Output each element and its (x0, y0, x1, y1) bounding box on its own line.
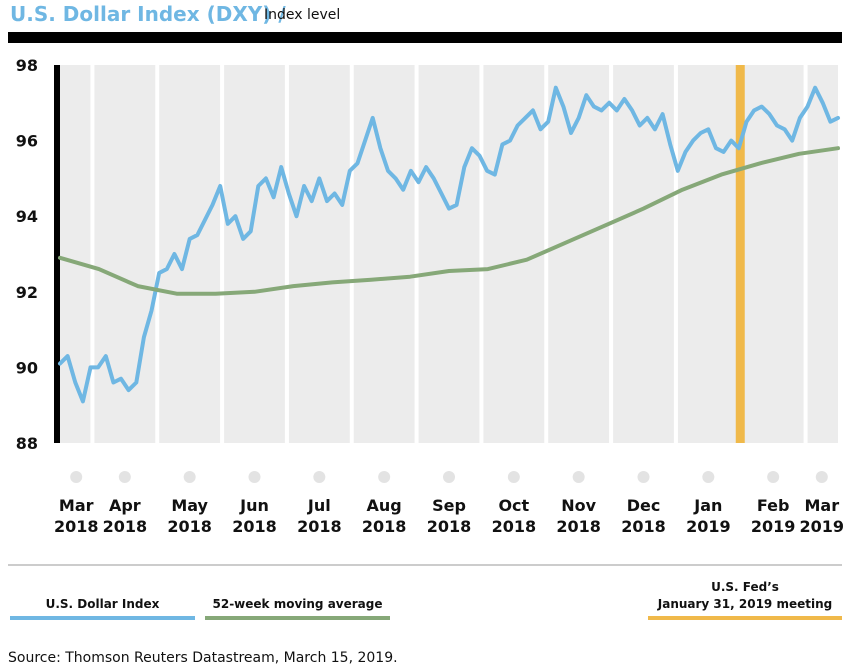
y-tick-label: 98 (16, 56, 38, 75)
x-tick-label: Jun 2018 (232, 496, 277, 536)
legend-label: U.S. Dollar Index (45, 597, 160, 611)
x-tick-label: Aug 2018 (361, 496, 407, 536)
y-tick-label: 96 (16, 132, 38, 151)
month-band (94, 65, 156, 443)
y-tick-label: 92 (16, 283, 38, 302)
series-line (58, 85, 840, 404)
month-band (677, 65, 739, 443)
month-band (159, 65, 221, 443)
x-tick-label: Nov 2018 (556, 496, 601, 536)
x-tick-label: Oct 2018 (491, 496, 537, 536)
x-tick-label: Apr 2018 (102, 496, 148, 536)
x-tick-label: Sep 2018 (426, 496, 472, 536)
month-dot (118, 471, 131, 483)
source: Source: Thomson Reuters Datastream, Marc… (8, 650, 398, 666)
month-dot (248, 471, 261, 483)
month-dot (815, 471, 828, 483)
month-band (483, 65, 545, 443)
month-dot (507, 471, 520, 483)
month-dot (378, 471, 391, 483)
month-dot (767, 471, 780, 483)
y-tick-label: 88 (16, 434, 38, 453)
month-dot (183, 471, 196, 483)
month-dot (702, 471, 715, 483)
month-band (807, 65, 838, 443)
month-band (224, 65, 285, 443)
title-bar (8, 32, 842, 43)
month-band (742, 65, 804, 443)
month-band (548, 65, 610, 443)
month-dot (572, 471, 585, 483)
series-line (58, 146, 840, 296)
x-tick-label: Mar 2019 (799, 496, 845, 536)
month-band (288, 65, 350, 443)
month-band (418, 65, 480, 443)
chart-title: U.S. Dollar Index (DXY) / (10, 2, 286, 26)
x-tick-label: Jan 2019 (686, 496, 731, 536)
y-tick-label: 94 (16, 207, 38, 226)
x-tick-label: Jul 2018 (297, 496, 342, 536)
y-axis (54, 65, 60, 443)
month-dot (637, 471, 650, 483)
x-tick-label: Feb 2019 (750, 496, 796, 536)
chart-subtitle: Index level (264, 7, 341, 23)
x-tick-label: Mar 2018 (53, 496, 99, 536)
fed-meeting-band (735, 65, 745, 443)
x-tick-label: May 2018 (167, 496, 212, 536)
month-band (613, 65, 674, 443)
month-band (353, 65, 415, 443)
month-dot (313, 471, 326, 483)
month-dot (70, 471, 83, 483)
y-tick-label: 90 (16, 358, 38, 377)
legend-label: 52-week moving average (212, 597, 383, 611)
month-dot (443, 471, 455, 483)
x-tick-label: Dec 2018 (621, 496, 666, 536)
annotation: U.S. Fed’s January 31, 2019 meeting (657, 580, 833, 611)
